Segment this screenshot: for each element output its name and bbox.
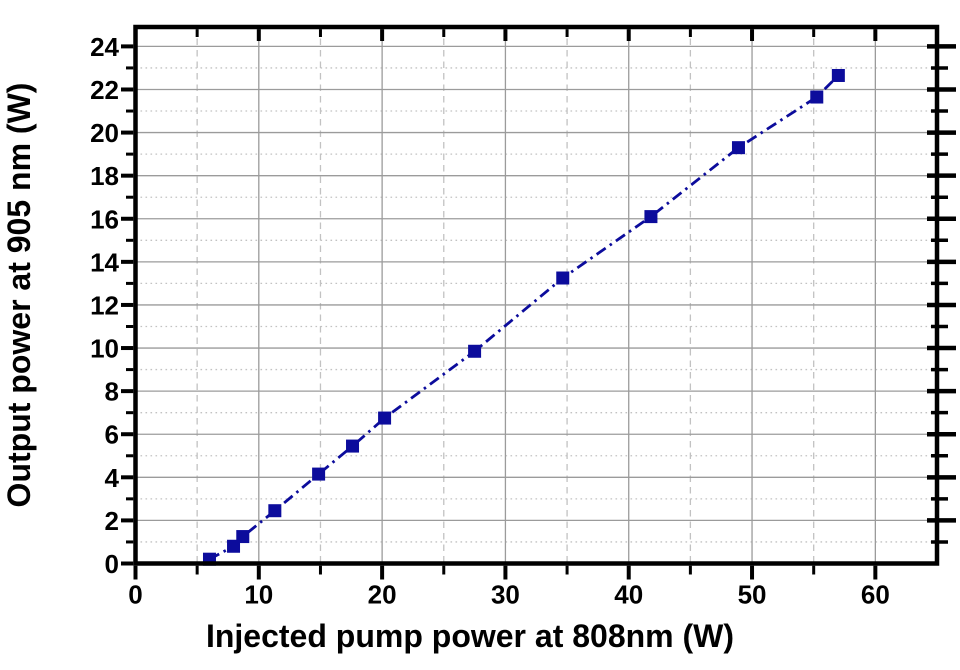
data-point (556, 271, 570, 285)
y-tick-label: 10 (90, 334, 119, 364)
plot-border (133, 24, 940, 566)
grid-minor-layer (135, 27, 937, 564)
x-tick-label: 40 (614, 580, 643, 610)
data-point (346, 439, 360, 453)
y-tick-label: 22 (90, 75, 119, 105)
x-tick-label: 20 (368, 580, 397, 610)
y-tick-label: 24 (90, 32, 119, 62)
y-axis-title: Output power at 905 nm (W) (1, 83, 37, 508)
data-point (468, 344, 482, 358)
data-point (644, 210, 658, 224)
y-tick-label: 0 (105, 549, 119, 579)
data-point (268, 504, 282, 518)
x-tick-label: 60 (861, 580, 890, 610)
y-tick-label: 12 (90, 290, 119, 320)
data-point (378, 411, 392, 425)
x-axis-title: Injected pump power at 808nm (W) (206, 618, 734, 654)
data-point (236, 530, 250, 544)
y-tick-label: 14 (90, 247, 119, 277)
y-tick-label: 2 (105, 506, 119, 536)
data-point (312, 467, 326, 481)
x-tick-label: 50 (738, 580, 767, 610)
data-point (831, 68, 845, 82)
y-tick-label: 8 (105, 377, 119, 407)
data-point (731, 141, 745, 155)
y-tick-label: 4 (105, 463, 120, 493)
x-tick-label: 30 (491, 580, 520, 610)
y-tick-label: 20 (90, 118, 119, 148)
y-tick-label: 18 (90, 161, 119, 191)
x-tick-label: 0 (128, 580, 142, 610)
y-tick-label: 16 (90, 204, 119, 234)
grid-major-layer (135, 27, 937, 564)
data-point (810, 90, 824, 104)
y-tick-label: 6 (105, 420, 119, 450)
axes-layer (121, 24, 956, 580)
series-layer (202, 68, 845, 566)
x-tick-label: 10 (244, 580, 273, 610)
